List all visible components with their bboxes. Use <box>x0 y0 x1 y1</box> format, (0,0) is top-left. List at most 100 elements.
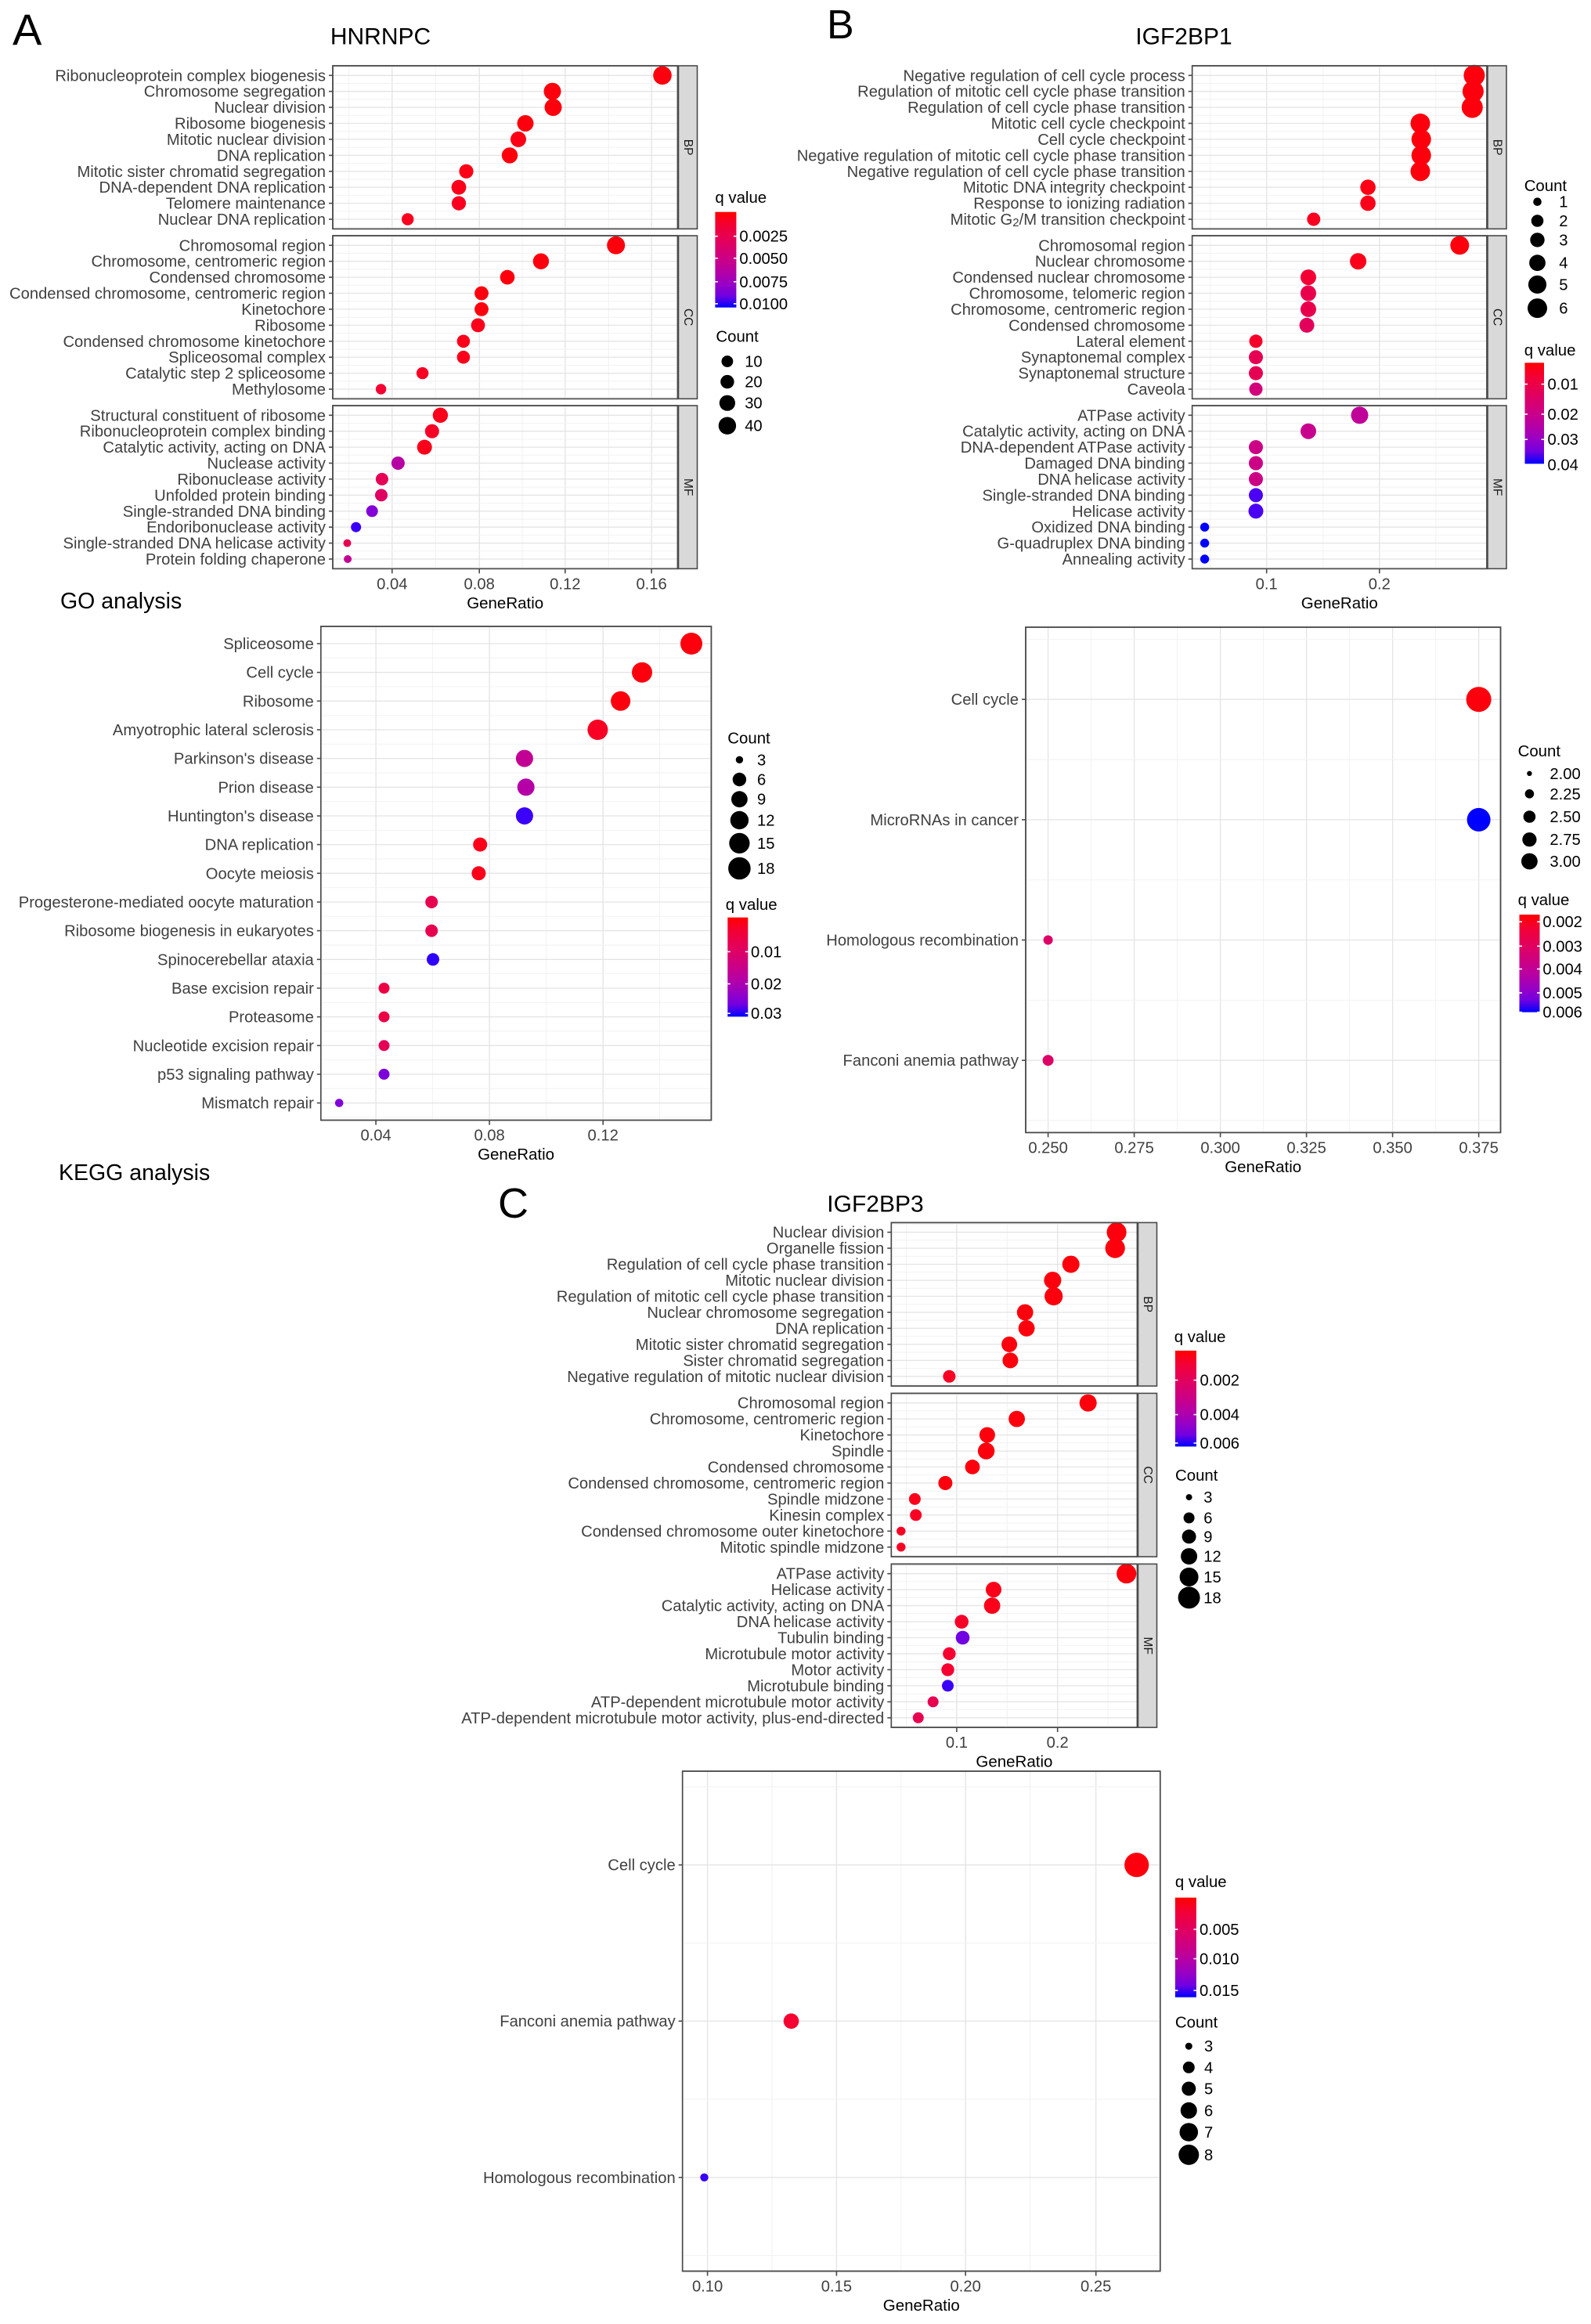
svg-text:0.25: 0.25 <box>1081 2279 1111 2296</box>
svg-text:0.005: 0.005 <box>1542 985 1582 1002</box>
svg-text:Single-stranded DNA binding: Single-stranded DNA binding <box>123 503 326 521</box>
svg-text:0.006: 0.006 <box>1542 1005 1582 1022</box>
svg-text:DNA replication: DNA replication <box>217 147 326 164</box>
svg-text:Nuclear division: Nuclear division <box>215 99 326 117</box>
svg-text:Ribosome biogenesis in eukaryo: Ribosome biogenesis in eukaryotes <box>64 923 314 940</box>
svg-text:3: 3 <box>1559 232 1568 249</box>
svg-text:q value: q value <box>1174 1329 1226 1346</box>
svg-text:0.006: 0.006 <box>1200 1435 1240 1452</box>
svg-text:Chromosome, centromeric region: Chromosome, centromeric region <box>951 301 1185 319</box>
svg-text:Ribosome: Ribosome <box>254 317 326 334</box>
svg-text:Condensed chromosome kinetocho: Condensed chromosome kinetochore <box>63 334 326 351</box>
svg-text:Count: Count <box>1518 743 1561 760</box>
svg-text:0.02: 0.02 <box>751 976 781 994</box>
svg-text:0.10: 0.10 <box>692 2279 723 2296</box>
svg-text:Regulation of cell cycle phase: Regulation of cell cycle phase transitio… <box>907 99 1185 117</box>
svg-text:Condensed chromosome, centrome: Condensed chromosome, centromeric region <box>568 1475 884 1492</box>
svg-text:Chromosomal region: Chromosomal region <box>1038 237 1185 254</box>
svg-text:Fanconi anemia pathway: Fanconi anemia pathway <box>843 1052 1019 1070</box>
svg-text:Damaged DNA binding: Damaged DNA binding <box>1024 456 1185 473</box>
svg-text:Ribonucleoprotein complex biog: Ribonucleoprotein complex biogenesis <box>55 67 326 85</box>
svg-text:Synaptonemal complex: Synaptonemal complex <box>1021 349 1185 366</box>
svg-text:Regulation of mitotic cell cyc: Regulation of mitotic cell cycle phase t… <box>557 1289 885 1306</box>
svg-text:GeneRatio: GeneRatio <box>883 2297 960 2315</box>
svg-text:Single-stranded DNA binding: Single-stranded DNA binding <box>982 487 1185 504</box>
svg-text:Negative regulation of mitotic: Negative regulation of mitotic cell cycl… <box>797 147 1185 164</box>
svg-text:Cell cycle: Cell cycle <box>608 1857 675 1875</box>
svg-text:12: 12 <box>757 813 774 830</box>
svg-text:Ribosome biogenesis: Ribosome biogenesis <box>175 116 326 133</box>
svg-text:DNA helicase activity: DNA helicase activity <box>1037 471 1185 489</box>
svg-text:15: 15 <box>757 835 774 853</box>
svg-text:Oocyte meiosis: Oocyte meiosis <box>206 865 314 882</box>
svg-text:Lateral element: Lateral element <box>1077 334 1186 351</box>
svg-text:ATP-dependent microtubule moto: ATP-dependent microtubule motor activity <box>591 1694 885 1711</box>
svg-text:Mitotic nuclear division: Mitotic nuclear division <box>725 1272 884 1290</box>
svg-text:ATPase activity: ATPase activity <box>1077 407 1186 424</box>
svg-text:Regulation of mitotic cell cyc: Regulation of mitotic cell cycle phase t… <box>857 84 1185 101</box>
svg-text:Amyotrophic lateral sclerosis: Amyotrophic lateral sclerosis <box>113 722 314 739</box>
svg-text:Homologous recombination: Homologous recombination <box>826 933 1019 950</box>
svg-text:0.03: 0.03 <box>1548 431 1578 449</box>
svg-text:MicroRNAs in cancer: MicroRNAs in cancer <box>870 812 1019 829</box>
svg-text:0.12: 0.12 <box>588 1128 619 1145</box>
svg-text:CC: CC <box>1491 309 1504 326</box>
svg-text:Cell cycle: Cell cycle <box>951 691 1019 709</box>
svg-text:Synaptonemal structure: Synaptonemal structure <box>1018 366 1185 383</box>
svg-text:18: 18 <box>757 861 774 878</box>
svg-text:Chromosome, centromeric region: Chromosome, centromeric region <box>91 254 326 271</box>
svg-text:GO analysis: GO analysis <box>60 589 182 614</box>
svg-text:Parkinson's disease: Parkinson's disease <box>174 751 314 768</box>
svg-text:12: 12 <box>1203 1549 1221 1566</box>
svg-text:Spliceosome: Spliceosome <box>223 636 314 653</box>
svg-text:Helicase activity: Helicase activity <box>1072 503 1186 521</box>
svg-text:Mitotic DNA integrity checkpoi: Mitotic DNA integrity checkpoint <box>963 179 1185 197</box>
svg-text:Organelle fission: Organelle fission <box>767 1240 884 1258</box>
svg-text:A: A <box>13 5 42 54</box>
svg-text:0.2: 0.2 <box>1047 1734 1069 1752</box>
svg-text:q value: q value <box>726 897 777 914</box>
svg-text:BP: BP <box>1141 1296 1154 1312</box>
svg-text:DNA-dependent ATPase activity: DNA-dependent ATPase activity <box>961 439 1186 456</box>
svg-text:0.003: 0.003 <box>1542 938 1582 955</box>
svg-text:0.16: 0.16 <box>636 576 666 593</box>
svg-text:Mitotic G2/M transition checkp: Mitotic G2/M transition checkpoint <box>951 211 1185 229</box>
svg-text:0.12: 0.12 <box>550 576 580 593</box>
svg-text:Kinetochore: Kinetochore <box>800 1427 885 1445</box>
svg-text:Motor activity: Motor activity <box>791 1662 885 1679</box>
svg-text:8: 8 <box>1204 2147 1213 2164</box>
svg-text:GeneRatio: GeneRatio <box>1225 1158 1301 1176</box>
svg-text:q value: q value <box>1524 342 1576 359</box>
svg-text:Caveola: Caveola <box>1127 381 1186 399</box>
svg-text:Homologous recombination: Homologous recombination <box>483 2170 676 2187</box>
svg-text:0.08: 0.08 <box>474 1128 504 1145</box>
svg-text:0.0075: 0.0075 <box>739 274 788 291</box>
svg-text:CC: CC <box>681 309 694 326</box>
svg-text:q value: q value <box>715 189 767 207</box>
svg-text:20: 20 <box>745 374 762 392</box>
svg-text:Unfolded protein binding: Unfolded protein binding <box>154 487 326 504</box>
svg-text:MF: MF <box>1141 1637 1154 1655</box>
svg-text:Negative regulation of cell cy: Negative regulation of cell cycle phase … <box>847 164 1185 181</box>
svg-text:Negative regulation of cell cy: Negative regulation of cell cycle proces… <box>903 67 1185 85</box>
svg-text:Structural constituent of ribo: Structural constituent of ribosome <box>90 407 326 424</box>
svg-text:0.1: 0.1 <box>946 1734 968 1752</box>
svg-text:0.0100: 0.0100 <box>739 296 788 313</box>
svg-text:0.15: 0.15 <box>821 2279 852 2296</box>
svg-text:Chromosomal region: Chromosomal region <box>738 1395 884 1413</box>
svg-text:Nucleotide excision repair: Nucleotide excision repair <box>133 1038 314 1055</box>
svg-text:0.01: 0.01 <box>751 944 781 961</box>
svg-text:Prion disease: Prion disease <box>218 779 313 796</box>
svg-text:GeneRatio: GeneRatio <box>467 594 543 612</box>
svg-text:Catalytic activity, acting on: Catalytic activity, acting on DNA <box>662 1598 885 1615</box>
svg-text:2.75: 2.75 <box>1550 832 1580 849</box>
svg-text:0.20: 0.20 <box>951 2279 981 2296</box>
svg-text:5: 5 <box>1204 2081 1213 2098</box>
svg-text:3: 3 <box>1203 1489 1212 1507</box>
svg-text:0.250: 0.250 <box>1028 1139 1068 1157</box>
svg-text:Count: Count <box>1175 2015 1218 2032</box>
svg-text:GeneRatio: GeneRatio <box>976 1753 1052 1771</box>
svg-text:Spliceosomal complex: Spliceosomal complex <box>168 349 326 366</box>
svg-text:Kinetochore: Kinetochore <box>241 301 326 319</box>
svg-text:2.50: 2.50 <box>1550 809 1580 826</box>
